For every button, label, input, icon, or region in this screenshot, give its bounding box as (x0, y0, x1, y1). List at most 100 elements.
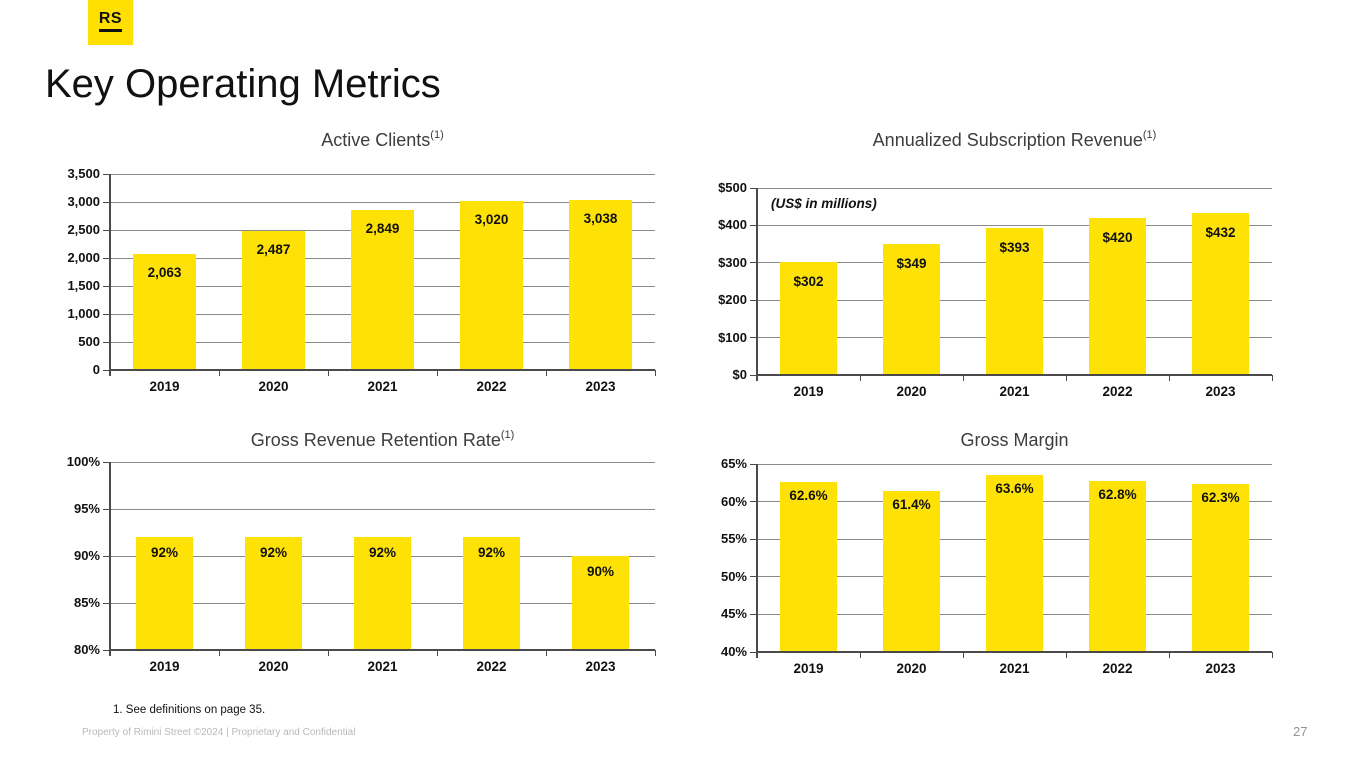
y-axis-label: 90% (73, 548, 100, 563)
x-tick (436, 370, 438, 376)
bar (245, 537, 302, 650)
y-tick (103, 285, 110, 287)
bar-value-label: 62.3% (1201, 490, 1240, 506)
bar-value-label: 92% (477, 545, 505, 561)
y-tick (103, 229, 110, 231)
bar (883, 491, 940, 652)
x-axis-label: 2021 (367, 659, 398, 674)
x-axis-label: 2019 (793, 661, 824, 676)
x-axis-label: 2021 (999, 384, 1030, 399)
x-tick (962, 652, 964, 658)
x-axis-line (756, 374, 1272, 376)
x-tick (1065, 652, 1067, 658)
bar-value-label: 92% (150, 545, 178, 561)
x-axis-label: 2023 (585, 379, 616, 394)
footer-confidential: Property of Rimini Street ©2024 | Propri… (82, 727, 356, 738)
footnote: 1. See definitions on page 35. (113, 704, 266, 716)
bar (1192, 213, 1249, 375)
x-axis-label: 2023 (1205, 661, 1236, 676)
y-tick (103, 602, 110, 604)
bar-value-label: 3,020 (474, 211, 509, 227)
x-tick (1271, 375, 1273, 381)
y-tick (750, 463, 757, 465)
y-axis-label: 2,000 (67, 250, 100, 265)
gridline (757, 187, 1272, 189)
x-axis-line (109, 649, 655, 651)
y-tick (750, 337, 757, 339)
bar (1192, 484, 1249, 652)
y-axis-label: 1,500 (67, 278, 100, 293)
chart-gross-margin: Gross Margin 65% 60% 55% 50% 45% 40% 62.6% 2019 6… (690, 428, 1338, 690)
x-tick (545, 370, 547, 376)
x-axis-label: 2020 (896, 384, 927, 399)
bar (1089, 217, 1146, 375)
units-annotation: (US$ in millions) (771, 196, 877, 211)
y-axis-label: 100% (66, 454, 100, 469)
y-axis-line (109, 174, 111, 376)
chart-annualized-subscription-revenue: Annualized Subscription Revenue(1) $500 $4… (690, 126, 1338, 418)
logo-text: RS (98, 11, 123, 32)
y-tick (103, 313, 110, 315)
y-axis-label: 1,000 (67, 306, 100, 321)
x-axis-label: 2023 (1205, 384, 1236, 399)
bar-value-label: 62.8% (1098, 486, 1137, 502)
y-axis-line (756, 464, 758, 658)
y-tick (103, 369, 110, 371)
y-tick (750, 613, 757, 615)
y-axis-label: 65% (720, 456, 747, 471)
y-tick (750, 187, 757, 189)
x-tick (218, 370, 220, 376)
y-tick (103, 649, 110, 651)
x-tick (962, 375, 964, 381)
x-tick (859, 652, 861, 658)
bar-value-label: 62.6% (789, 488, 828, 504)
bar-value-label: 2,849 (365, 221, 400, 237)
y-tick (103, 173, 110, 175)
chart-title: Gross Margin (960, 430, 1069, 450)
x-tick (545, 650, 547, 656)
bar-value-label: $302 (793, 274, 824, 290)
bar-value-label: 92% (259, 545, 287, 561)
bar (132, 254, 197, 370)
bar (780, 482, 837, 652)
page-number: 27 (1293, 724, 1308, 739)
bar-value-label: 63.6% (995, 480, 1034, 496)
y-axis-label: $200 (718, 292, 747, 308)
y-tick (103, 461, 110, 463)
y-tick (103, 341, 110, 343)
x-axis-label: 2022 (1102, 384, 1133, 399)
gridline (110, 461, 655, 463)
bar-value-label: 3,038 (583, 210, 618, 226)
y-axis-label: 85% (73, 595, 100, 610)
x-axis-label: 2020 (258, 659, 289, 674)
x-tick (218, 650, 220, 656)
y-axis-label: $400 (718, 217, 747, 233)
y-tick (750, 224, 757, 226)
x-tick (654, 370, 656, 376)
bar (986, 228, 1043, 375)
gridline (757, 463, 1272, 465)
bar-value-label: 2,063 (147, 265, 182, 281)
bar-value-label: $349 (896, 256, 927, 272)
y-axis-label: 0 (92, 362, 100, 377)
bar-value-label: 90% (586, 564, 614, 579)
y-axis-label: 40% (720, 644, 747, 659)
x-axis-label: 2021 (367, 379, 398, 394)
x-tick (1271, 652, 1273, 658)
x-axis-line (756, 651, 1272, 653)
bar-value-label: 92% (368, 545, 396, 561)
x-tick (1065, 375, 1067, 381)
bar (463, 537, 520, 650)
y-axis-label: $0 (732, 367, 747, 382)
y-axis-label: 500 (78, 334, 100, 349)
x-axis-label: 2022 (476, 659, 507, 674)
y-axis-line (756, 188, 758, 381)
x-axis-label: 2023 (585, 659, 616, 674)
x-axis-label: 2021 (999, 661, 1030, 676)
bar (986, 474, 1043, 652)
x-axis-label: 2019 (793, 384, 824, 399)
bar (136, 537, 193, 650)
y-axis-label: 80% (73, 642, 100, 657)
bar-value-label: 61.4% (892, 497, 931, 513)
x-tick (1168, 652, 1170, 658)
